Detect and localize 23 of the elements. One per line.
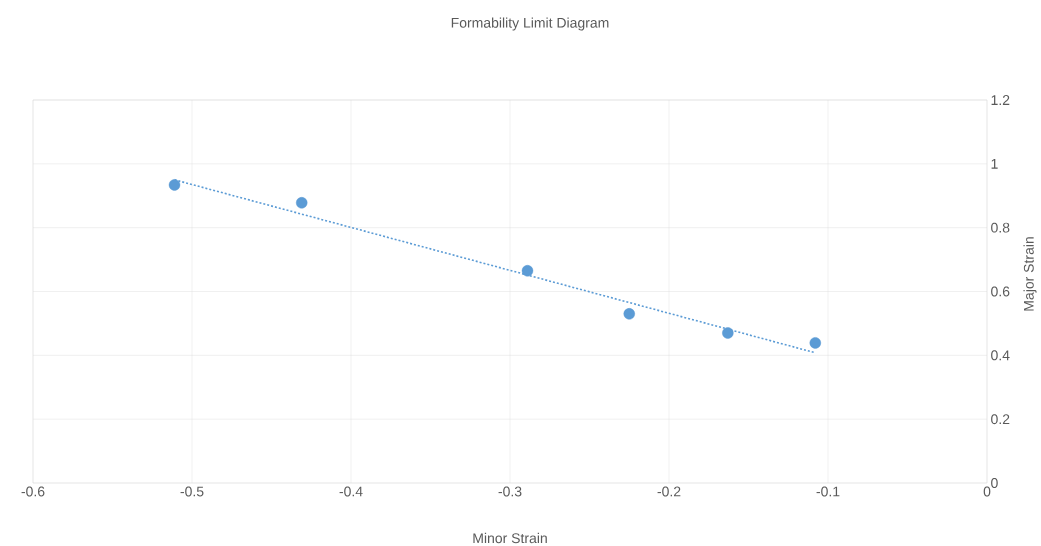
y-tick-label: 0.2 [991,414,1010,425]
x-tick-label: -0.4 [339,486,363,497]
point [809,337,821,349]
x-tick-label: -0.6 [21,486,45,497]
point [168,179,181,191]
y-tick-label: 1 [991,159,998,169]
x-axis-title: Minor Strain [473,532,547,544]
point [623,308,635,320]
y-tick-label: 0 [991,478,998,488]
x-tick-label: -0.1 [816,486,840,497]
point [521,265,534,277]
y-tick-label: 0.6 [991,286,1010,297]
x-tick-label: 0 [983,486,991,497]
chart-title: Formability Limit Diagram [451,17,609,31]
x-tick-label: -0.2 [657,486,681,497]
y-tick-label: 0.8 [991,222,1010,233]
x-tick-label: -0.5 [180,486,204,497]
point [296,197,308,209]
y-tick-label: 1.2 [991,95,1010,105]
point [722,327,734,339]
y-tick-label: 0.4 [991,350,1010,361]
x-tick-label: -0.3 [498,486,522,497]
y-axis-title: Major Strain [1023,237,1037,311]
